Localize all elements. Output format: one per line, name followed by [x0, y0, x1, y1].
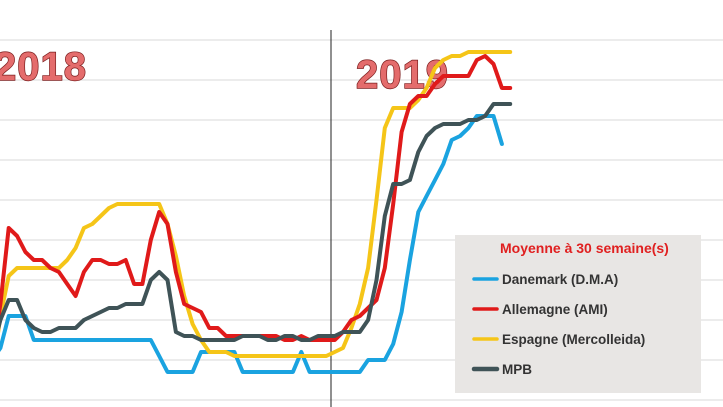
- year-label-2019: 2019: [356, 53, 449, 97]
- legend-label: Espagne (Mercolleida): [502, 332, 645, 347]
- legend-label: Allemagne (AMI): [502, 302, 608, 317]
- legend-box: [455, 235, 701, 393]
- series-line-mpb: [0, 102, 513, 342]
- series-line-danemark-d-m-a: [0, 114, 504, 374]
- legend: Moyenne à 30 semaine(s) Danemark (D.M.A)…: [455, 235, 701, 393]
- chart-gridlines: [0, 39, 723, 401]
- legend-title: Moyenne à 30 semaine(s): [500, 240, 669, 256]
- series-line-allemagne-ami: [0, 54, 513, 342]
- series-lines: [0, 50, 513, 374]
- legend-label: Danemark (D.M.A): [502, 272, 618, 287]
- series-line-espagne-mercolleida: [0, 50, 513, 358]
- legend-label: MPB: [502, 362, 532, 377]
- year-label-2018: 2018: [0, 45, 87, 89]
- legend-items: Danemark (D.M.A) Allemagne (AMI) Espagne (…: [471, 272, 645, 377]
